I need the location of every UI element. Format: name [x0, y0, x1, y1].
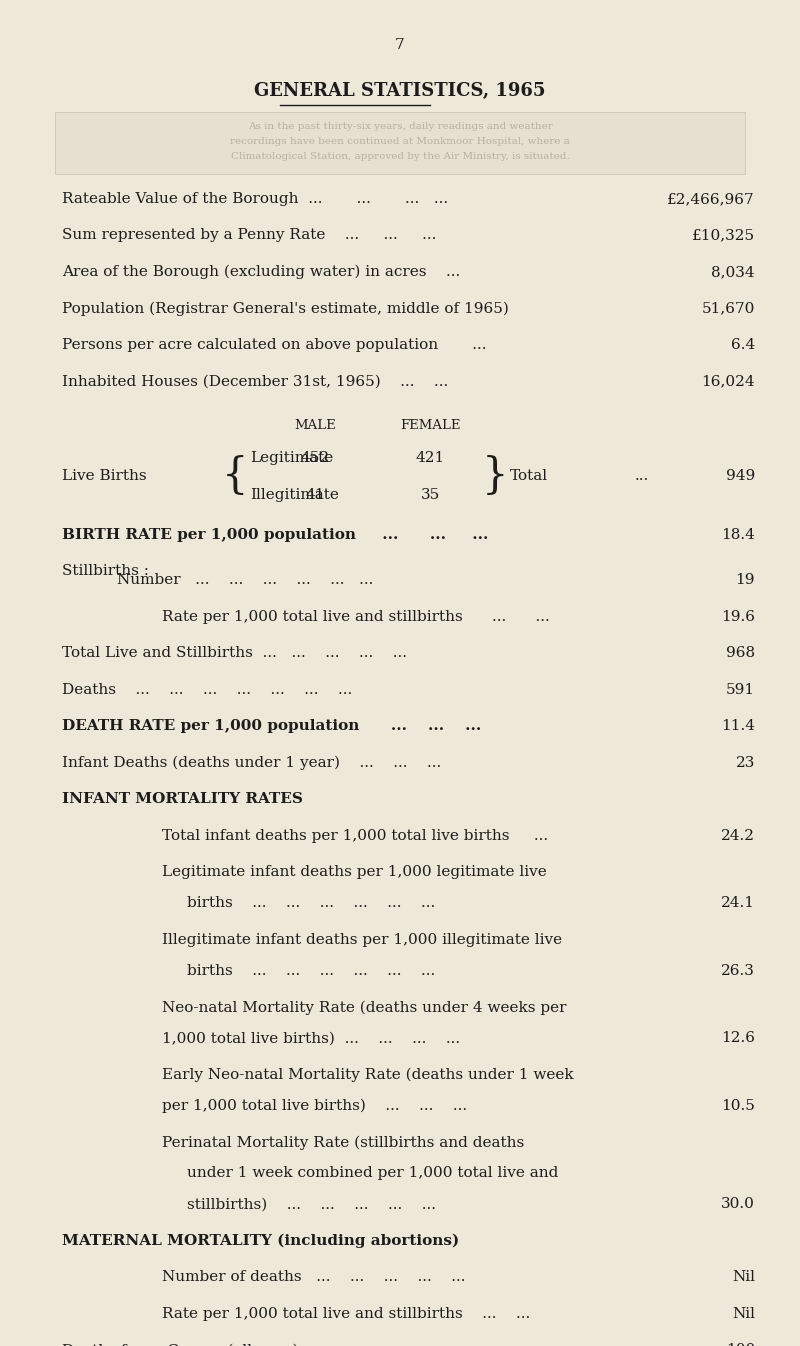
Text: 30.0: 30.0 [721, 1198, 755, 1211]
Text: Inhabited Houses (December 31st, 1965)    ...    ...: Inhabited Houses (December 31st, 1965) .… [62, 374, 458, 389]
Text: Stillbirths :: Stillbirths : [62, 564, 149, 579]
Text: ...: ... [635, 468, 650, 483]
Text: Total Live and Stillbirths  ...   ...    ...    ...    ...: Total Live and Stillbirths ... ... ... .… [62, 646, 417, 661]
Text: BIRTH RATE per 1,000 population     ...      ...     ...: BIRTH RATE per 1,000 population ... ... … [62, 528, 499, 541]
Text: Perinatal Mortality Rate (stillbirths and deaths: Perinatal Mortality Rate (stillbirths an… [162, 1136, 524, 1149]
Text: stillbirths)    ...    ...    ...    ...    ...: stillbirths) ... ... ... ... ... [187, 1198, 446, 1211]
Text: 591: 591 [726, 682, 755, 697]
Text: Neo-natal Mortality Rate (deaths under 4 weeks per: Neo-natal Mortality Rate (deaths under 4… [162, 1000, 566, 1015]
Text: Nil: Nil [732, 1307, 755, 1320]
Text: £2,466,967: £2,466,967 [667, 192, 755, 206]
Text: under 1 week combined per 1,000 total live and: under 1 week combined per 1,000 total li… [187, 1167, 558, 1180]
Text: 11.4: 11.4 [721, 719, 755, 734]
Text: MALE: MALE [294, 419, 336, 432]
Text: As in the past thirty-six years, daily readings and weather: As in the past thirty-six years, daily r… [248, 122, 552, 131]
Text: 8,034: 8,034 [711, 265, 755, 279]
Text: births    ...    ...    ...    ...    ...    ...: births ... ... ... ... ... ... [187, 896, 445, 910]
Text: 24.1: 24.1 [721, 896, 755, 910]
Text: 421: 421 [415, 451, 445, 464]
Text: Nil: Nil [732, 1271, 755, 1284]
Text: Deaths    ...    ...    ...    ...    ...    ...    ...: Deaths ... ... ... ... ... ... ... [62, 682, 367, 697]
Text: 51,670: 51,670 [702, 302, 755, 315]
Text: Illegitimate infant deaths per 1,000 illegitimate live: Illegitimate infant deaths per 1,000 ill… [162, 933, 562, 946]
Text: 7: 7 [395, 38, 405, 52]
Text: Infant Deaths (deaths under 1 year)    ...    ...    ...: Infant Deaths (deaths under 1 year) ... … [62, 755, 451, 770]
Text: Total: Total [510, 468, 548, 483]
Text: 10.5: 10.5 [721, 1098, 755, 1113]
Text: Climatological Station, approved by the Air Ministry, is situated.: Climatological Station, approved by the … [230, 152, 570, 162]
Text: Population (Registrar General's estimate, middle of 1965): Population (Registrar General's estimate… [62, 302, 509, 316]
Text: recordings have been continued at Monkmoor Hospital, where a: recordings have been continued at Monkmo… [230, 137, 570, 145]
Text: Rate per 1,000 total live and stillbirths      ...      ...: Rate per 1,000 total live and stillbirth… [162, 610, 550, 623]
Text: Sum represented by a Penny Rate    ...     ...     ...: Sum represented by a Penny Rate ... ... … [62, 229, 442, 242]
Text: FEMALE: FEMALE [400, 419, 460, 432]
Text: 16,024: 16,024 [702, 374, 755, 389]
Text: per 1,000 total live births)    ...    ...    ...: per 1,000 total live births) ... ... ... [162, 1098, 477, 1113]
Text: 19.6: 19.6 [721, 610, 755, 623]
Text: Number of deaths   ...    ...    ...    ...    ...: Number of deaths ... ... ... ... ... [162, 1271, 475, 1284]
Text: Area of the Borough (excluding water) in acres    ...: Area of the Borough (excluding water) in… [62, 265, 475, 280]
Text: Persons per acre calculated on above population       ...: Persons per acre calculated on above pop… [62, 338, 486, 353]
Text: 968: 968 [726, 646, 755, 661]
Text: 26.3: 26.3 [721, 964, 755, 977]
Text: Rateable Value of the Borough  ...       ...       ...   ...: Rateable Value of the Borough ... ... ..… [62, 192, 453, 206]
Text: Number   ...    ...    ...    ...    ...   ...: Number ... ... ... ... ... ... [117, 573, 378, 587]
Text: 41: 41 [306, 487, 325, 502]
Text: Rate per 1,000 total live and stillbirths    ...    ...: Rate per 1,000 total live and stillbirth… [162, 1307, 540, 1320]
Text: Total infant deaths per 1,000 total live births     ...: Total infant deaths per 1,000 total live… [162, 829, 558, 843]
Text: Legitimate: Legitimate [250, 451, 334, 464]
Text: births    ...    ...    ...    ...    ...    ...: births ... ... ... ... ... ... [187, 964, 445, 977]
Text: 18.4: 18.4 [721, 528, 755, 541]
Text: Legitimate infant deaths per 1,000 legitimate live: Legitimate infant deaths per 1,000 legit… [162, 865, 546, 879]
Text: INFANT MORTALITY RATES: INFANT MORTALITY RATES [62, 793, 303, 806]
Text: 19: 19 [735, 573, 755, 587]
Text: 6.4: 6.4 [730, 338, 755, 353]
Text: £10,325: £10,325 [692, 229, 755, 242]
Text: Deaths from  Cancer (all ages)    ...    ...   ...   ...: Deaths from Cancer (all ages) ... ... ..… [62, 1343, 434, 1346]
Text: 24.2: 24.2 [721, 829, 755, 843]
Text: {: { [222, 455, 248, 497]
Text: }: } [482, 455, 508, 497]
Text: 35: 35 [420, 487, 440, 502]
Text: 1,000 total live births)  ...    ...    ...    ...: 1,000 total live births) ... ... ... ... [162, 1031, 470, 1046]
Text: 100: 100 [726, 1343, 755, 1346]
Text: Illegitimate: Illegitimate [250, 487, 339, 502]
Text: 23: 23 [736, 755, 755, 770]
Text: 12.6: 12.6 [721, 1031, 755, 1046]
Text: MATERNAL MORTALITY (including abortions): MATERNAL MORTALITY (including abortions) [62, 1234, 459, 1248]
Text: GENERAL STATISTICS, 1965: GENERAL STATISTICS, 1965 [254, 82, 546, 100]
Text: Early Neo-natal Mortality Rate (deaths under 1 week: Early Neo-natal Mortality Rate (deaths u… [162, 1067, 574, 1082]
Text: Live Births: Live Births [62, 468, 146, 483]
Text: DEATH RATE per 1,000 population      ...    ...    ...: DEATH RATE per 1,000 population ... ... … [62, 719, 492, 734]
FancyBboxPatch shape [55, 112, 745, 174]
Text: 949: 949 [726, 468, 755, 483]
Text: 452: 452 [301, 451, 330, 464]
